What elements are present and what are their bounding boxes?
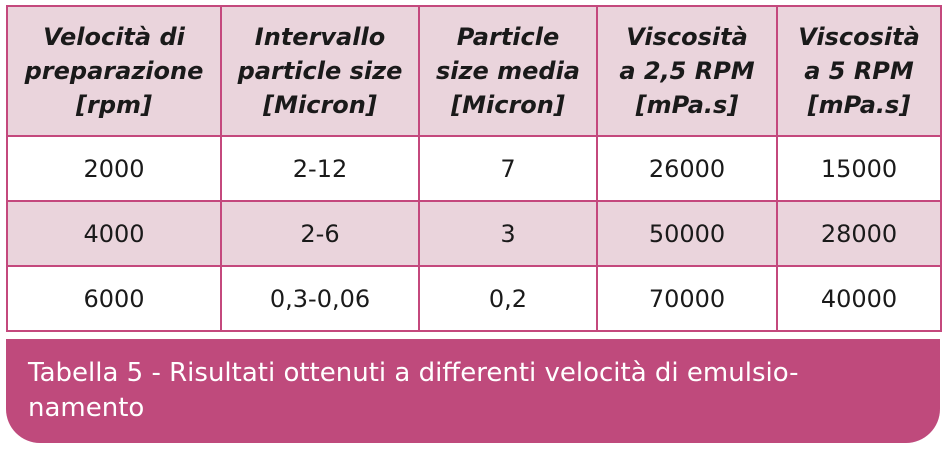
table-cell: 2-6	[220, 200, 420, 267]
table-cell: 2-12	[220, 135, 420, 202]
table-row: 6000 0,3-0,06 0,2 70000 40000	[6, 265, 942, 332]
table-cell: 26000	[596, 135, 778, 202]
header-particle-size-range: Intervallo particle size [Micron]	[220, 5, 420, 137]
header-mean-particle-size: Particle size media [Micron]	[418, 5, 598, 137]
table-cell: 0,2	[418, 265, 598, 332]
table-cell: 6000	[6, 265, 222, 332]
results-table-container: Velocità di preparazione [rpm] Intervallo p…	[6, 5, 942, 443]
table-cell: 70000	[596, 265, 778, 332]
table-row: 4000 2-6 3 50000 28000	[6, 200, 942, 267]
caption-line-1: Tabella 5 - Risultati ottenuti a differe…	[28, 358, 799, 388]
table-cell: 3	[418, 200, 598, 267]
header-preparation-speed: Velocità di preparazione [rpm]	[6, 5, 222, 137]
caption-line-2: namento	[28, 393, 145, 423]
table-cell: 0,3-0,06	[220, 265, 420, 332]
table-cell: 15000	[776, 135, 942, 202]
table-row: 2000 2-12 7 26000 15000	[6, 135, 942, 202]
table-cell: 50000	[596, 200, 778, 267]
table-cell: 28000	[776, 200, 942, 267]
table-cell: 40000	[776, 265, 942, 332]
results-table: Velocità di preparazione [rpm] Intervallo p…	[6, 5, 942, 332]
table-cell: 2000	[6, 135, 222, 202]
header-row: Velocità di preparazione [rpm] Intervallo p…	[6, 5, 942, 137]
header-viscosity-2-5-rpm: Viscosità a 2,5 RPM [mPa.s]	[596, 5, 778, 137]
table-caption: Tabella 5 - Risultati ottenuti a differe…	[6, 339, 940, 443]
table-cell: 7	[418, 135, 598, 202]
header-viscosity-5-rpm: Viscosità a 5 RPM [mPa.s]	[776, 5, 942, 137]
table-cell: 4000	[6, 200, 222, 267]
